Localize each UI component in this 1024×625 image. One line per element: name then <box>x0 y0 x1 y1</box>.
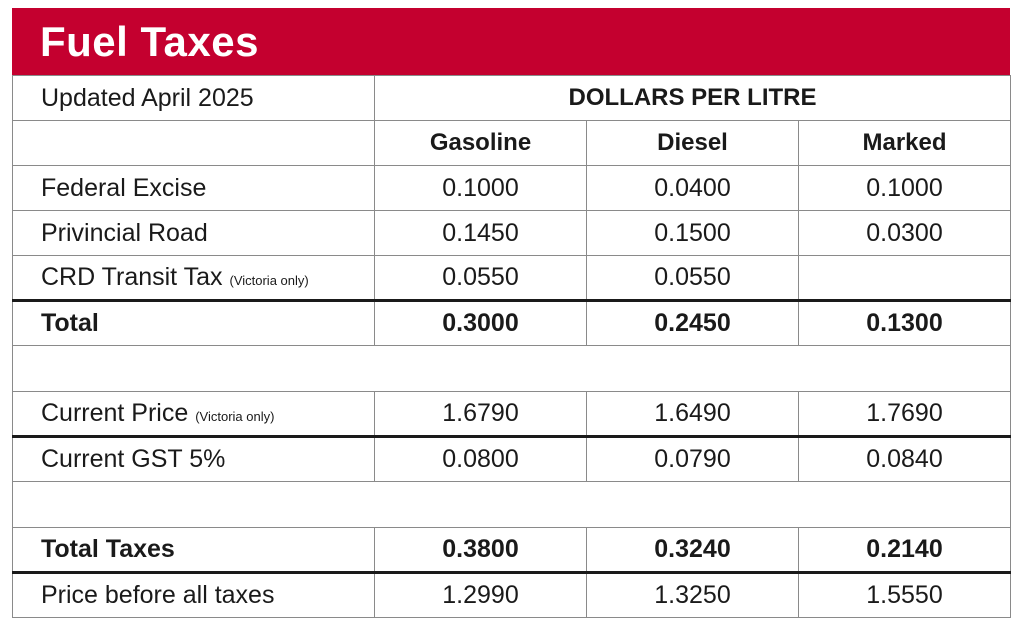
page-title: Fuel Taxes <box>40 17 259 65</box>
spacer-cell <box>11 481 1011 528</box>
column-header-marked: Marked <box>797 120 1011 166</box>
row-label: Total Taxes <box>12 527 375 573</box>
value-gasoline: 1.2990 <box>374 571 587 618</box>
column-header-gasoline: Gasoline <box>374 120 587 166</box>
row-label-text: CRD Transit Tax <box>41 263 223 291</box>
spacer-cell <box>11 345 1011 392</box>
value-gasoline: 0.0800 <box>374 435 587 482</box>
row-price-before-taxes: Price before all taxes 1.2990 1.3250 1.5… <box>12 571 1011 618</box>
row-label-note: (Victoria only) <box>229 273 309 288</box>
value-marked <box>797 255 1011 301</box>
fuel-taxes-card: Fuel Taxes Updated April 2025 DOLLARS PE… <box>11 8 1012 618</box>
value-diesel: 1.3250 <box>586 571 799 618</box>
row-label: Price before all taxes <box>12 571 375 618</box>
value-diesel: 0.0550 <box>586 255 799 301</box>
header-row: Updated April 2025 DOLLARS PER LITRE <box>12 75 1011 121</box>
row-label: Current GST 5% <box>12 435 375 482</box>
units-header: DOLLARS PER LITRE <box>373 75 1011 121</box>
value-marked: 0.0840 <box>797 435 1011 482</box>
value-gasoline: 0.3000 <box>374 299 587 346</box>
row-crd-transit-tax: CRD Transit Tax (Victoria only) 0.0550 0… <box>12 255 1011 301</box>
row-label: Current Price (Victoria only) <box>12 391 375 437</box>
value-diesel: 0.2450 <box>586 299 799 346</box>
value-marked: 1.7690 <box>797 391 1011 437</box>
value-diesel: 0.0790 <box>586 435 799 482</box>
column-header-row: Gasoline Diesel Marked <box>12 120 1011 166</box>
value-diesel: 0.0400 <box>586 165 799 211</box>
row-total-taxes: Total Taxes 0.3800 0.3240 0.2140 <box>12 527 1011 573</box>
value-marked: 0.2140 <box>797 527 1011 573</box>
row-federal-excise: Federal Excise 0.1000 0.0400 0.1000 <box>12 165 1011 211</box>
row-label: CRD Transit Tax (Victoria only) <box>12 255 375 301</box>
row-label: Privincial Road <box>12 210 375 256</box>
value-gasoline: 0.1450 <box>374 210 587 256</box>
value-marked: 0.0300 <box>797 210 1011 256</box>
updated-date: Updated April 2025 <box>12 75 375 121</box>
value-gasoline: 0.0550 <box>374 255 587 301</box>
title-banner: Fuel Taxes <box>12 8 1010 75</box>
row-current-gst: Current GST 5% 0.0800 0.0790 0.0840 <box>12 435 1011 482</box>
value-marked: 0.1000 <box>797 165 1011 211</box>
row-label: Federal Excise <box>12 165 375 211</box>
row-provincial-road: Privincial Road 0.1450 0.1500 0.0300 <box>12 210 1011 256</box>
value-diesel: 1.6490 <box>586 391 799 437</box>
value-gasoline: 1.6790 <box>374 391 587 437</box>
spacer-row <box>11 345 1011 392</box>
empty-header-cell <box>12 120 375 166</box>
row-label-text: Current Price <box>41 399 189 427</box>
value-marked: 1.5550 <box>797 571 1011 618</box>
row-label: Total <box>12 299 375 346</box>
row-label-note: (Victoria only) <box>195 409 275 424</box>
column-header-diesel: Diesel <box>586 120 799 166</box>
row-current-price: Current Price (Victoria only) 1.6790 1.6… <box>12 391 1011 437</box>
value-diesel: 0.1500 <box>586 210 799 256</box>
spacer-row <box>11 481 1011 528</box>
value-marked: 0.1300 <box>797 299 1011 346</box>
fuel-tax-table: Updated April 2025 DOLLARS PER LITRE Gas… <box>11 75 1012 618</box>
value-gasoline: 0.1000 <box>374 165 587 211</box>
value-diesel: 0.3240 <box>586 527 799 573</box>
value-gasoline: 0.3800 <box>374 527 587 573</box>
row-total: Total 0.3000 0.2450 0.1300 <box>12 299 1011 346</box>
